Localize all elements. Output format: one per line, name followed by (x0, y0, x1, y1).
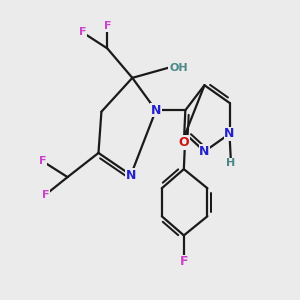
Text: N: N (151, 104, 161, 117)
Text: F: F (79, 27, 86, 37)
Text: N: N (224, 127, 235, 140)
Text: H: H (226, 158, 236, 168)
Text: OH: OH (169, 63, 188, 73)
Text: F: F (42, 190, 49, 200)
Text: N: N (126, 169, 136, 182)
Text: N: N (199, 145, 210, 158)
Text: F: F (39, 156, 46, 166)
Text: O: O (178, 136, 189, 149)
Text: F: F (103, 21, 111, 31)
Text: F: F (180, 255, 188, 268)
